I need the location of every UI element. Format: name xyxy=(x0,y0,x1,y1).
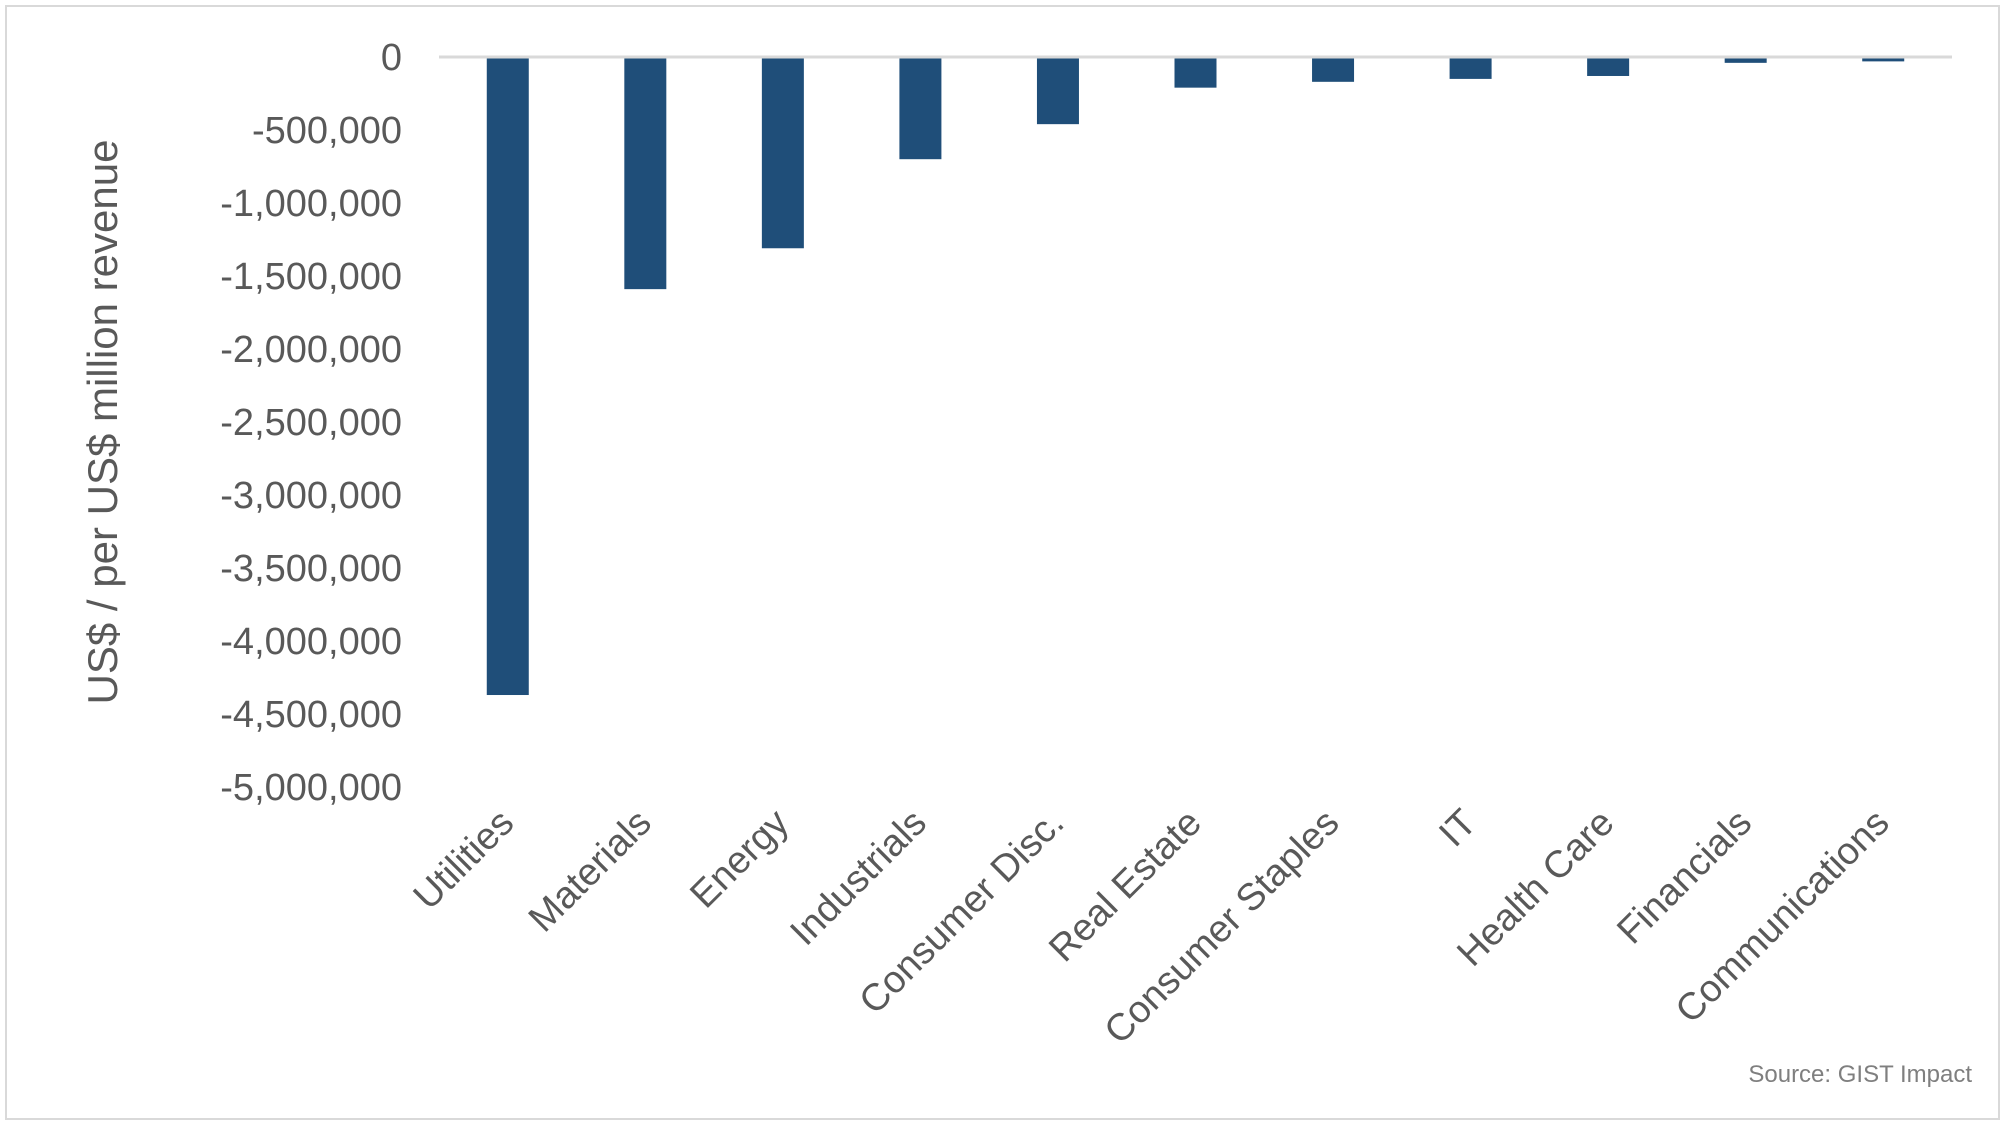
y-tick-label: -4,500,000 xyxy=(220,694,402,736)
x-tick-label: Consumer Staples xyxy=(1097,802,1348,1053)
y-axis-ticks: 0 -500,000 -1,000,000 -1,500,000 -2,000,000 -… xyxy=(220,37,402,809)
bar-consumer-staples xyxy=(1312,57,1355,82)
bar-materials xyxy=(624,57,667,290)
bar-energy xyxy=(761,57,804,249)
bar-utilities xyxy=(486,57,529,696)
bar-it xyxy=(1449,57,1492,79)
y-tick-label: -1,500,000 xyxy=(220,256,402,298)
bar-chart: 0 -500,000 -1,000,000 -1,500,000 -2,000,000 -… xyxy=(79,37,1972,1088)
bars xyxy=(486,57,1905,696)
bar-health-care xyxy=(1587,57,1630,76)
x-tick-label: Financials xyxy=(1609,802,1760,953)
source-note: Source: GIST Impact xyxy=(1748,1061,1972,1088)
y-tick-label: -2,500,000 xyxy=(220,402,402,444)
x-tick-label: Utilities xyxy=(406,802,522,918)
y-tick-label: -500,000 xyxy=(252,110,402,152)
chart-frame: 0 -500,000 -1,000,000 -1,500,000 -2,000,000 -… xyxy=(5,5,2000,1120)
y-tick-label: -1,000,000 xyxy=(220,183,402,225)
y-tick-label: -2,000,000 xyxy=(220,329,402,371)
x-tick-label: Materials xyxy=(521,802,660,941)
bar-real-estate xyxy=(1174,57,1217,88)
bar-communications xyxy=(1862,57,1905,62)
y-tick-label: 0 xyxy=(381,37,402,79)
y-axis-title: US$ / per US$ million revenue xyxy=(79,140,126,705)
x-tick-label: Energy xyxy=(682,802,797,917)
bar-financials xyxy=(1724,57,1767,63)
y-tick-label: -3,000,000 xyxy=(220,475,402,517)
y-tick-label: -5,000,000 xyxy=(220,767,402,809)
y-tick-label: -3,500,000 xyxy=(220,548,402,590)
bar-industrials xyxy=(899,57,942,160)
bar-consumer-disc xyxy=(1036,57,1079,125)
x-tick-label: IT xyxy=(1431,802,1485,856)
y-tick-label: -4,000,000 xyxy=(220,621,402,663)
